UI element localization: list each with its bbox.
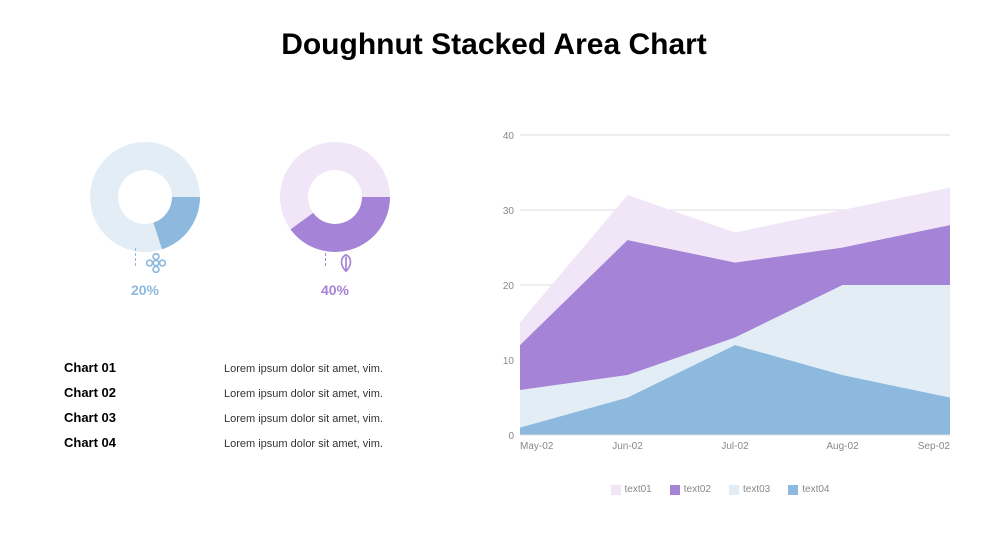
leaf-icon xyxy=(335,252,357,274)
svg-text:40: 40 xyxy=(503,131,515,142)
chart-list-label: Chart 02 xyxy=(64,385,224,400)
legend-swatch-icon xyxy=(788,485,798,495)
doughnut-svg-2 xyxy=(278,140,392,254)
chart-list-desc: Lorem ipsum dolor sit amet, vim. xyxy=(224,413,383,425)
doughnut-2: 40% xyxy=(250,140,420,298)
page-title: Doughnut Stacked Area Chart xyxy=(0,28,988,62)
chart-list-label: Chart 01 xyxy=(64,360,224,375)
doughnut-dash-2 xyxy=(325,248,326,266)
svg-text:Jul-02: Jul-02 xyxy=(721,441,749,452)
legend-item-text02: text02 xyxy=(670,484,711,495)
doughnut-svg-1 xyxy=(88,140,202,254)
doughnut-group: 20% 40% xyxy=(60,140,460,340)
legend-swatch-icon xyxy=(729,485,739,495)
legend-label: text01 xyxy=(625,484,652,495)
svg-text:20: 20 xyxy=(503,281,515,292)
flower-icon xyxy=(145,252,167,274)
doughnut-dash-1 xyxy=(135,248,136,266)
legend-item-text04: text04 xyxy=(788,484,829,495)
doughnut-percent-2: 40% xyxy=(250,282,420,298)
legend-swatch-icon xyxy=(670,485,680,495)
chart-list-row: Chart 04 Lorem ipsum dolor sit amet, vim… xyxy=(64,435,464,450)
stacked-area-chart: 010203040May-02Jun-02Jul-02Aug-02Sep-02 … xyxy=(480,125,960,495)
svg-text:10: 10 xyxy=(503,356,515,367)
chart-list-desc: Lorem ipsum dolor sit amet, vim. xyxy=(224,363,383,375)
svg-text:0: 0 xyxy=(508,431,514,442)
chart-list-label: Chart 04 xyxy=(64,435,224,450)
chart-list-desc: Lorem ipsum dolor sit amet, vim. xyxy=(224,388,383,400)
svg-text:May-02: May-02 xyxy=(520,441,554,452)
chart-list: Chart 01 Lorem ipsum dolor sit amet, vim… xyxy=(64,360,464,460)
chart-list-row: Chart 03 Lorem ipsum dolor sit amet, vim… xyxy=(64,410,464,425)
legend-label: text02 xyxy=(684,484,711,495)
legend-item-text03: text03 xyxy=(729,484,770,495)
doughnut-1: 20% xyxy=(60,140,230,298)
area-chart-legend: text01 text02 text03 text04 xyxy=(480,484,960,495)
svg-text:Jun-02: Jun-02 xyxy=(612,441,643,452)
svg-text:30: 30 xyxy=(503,206,515,217)
svg-text:Aug-02: Aug-02 xyxy=(826,441,859,452)
chart-list-label: Chart 03 xyxy=(64,410,224,425)
legend-item-text01: text01 xyxy=(611,484,652,495)
svg-text:Sep-02: Sep-02 xyxy=(918,441,951,452)
legend-swatch-icon xyxy=(611,485,621,495)
chart-list-desc: Lorem ipsum dolor sit amet, vim. xyxy=(224,438,383,450)
doughnut-percent-1: 20% xyxy=(60,282,230,298)
chart-list-row: Chart 02 Lorem ipsum dolor sit amet, vim… xyxy=(64,385,464,400)
chart-list-row: Chart 01 Lorem ipsum dolor sit amet, vim… xyxy=(64,360,464,375)
legend-label: text03 xyxy=(743,484,770,495)
legend-label: text04 xyxy=(802,484,829,495)
